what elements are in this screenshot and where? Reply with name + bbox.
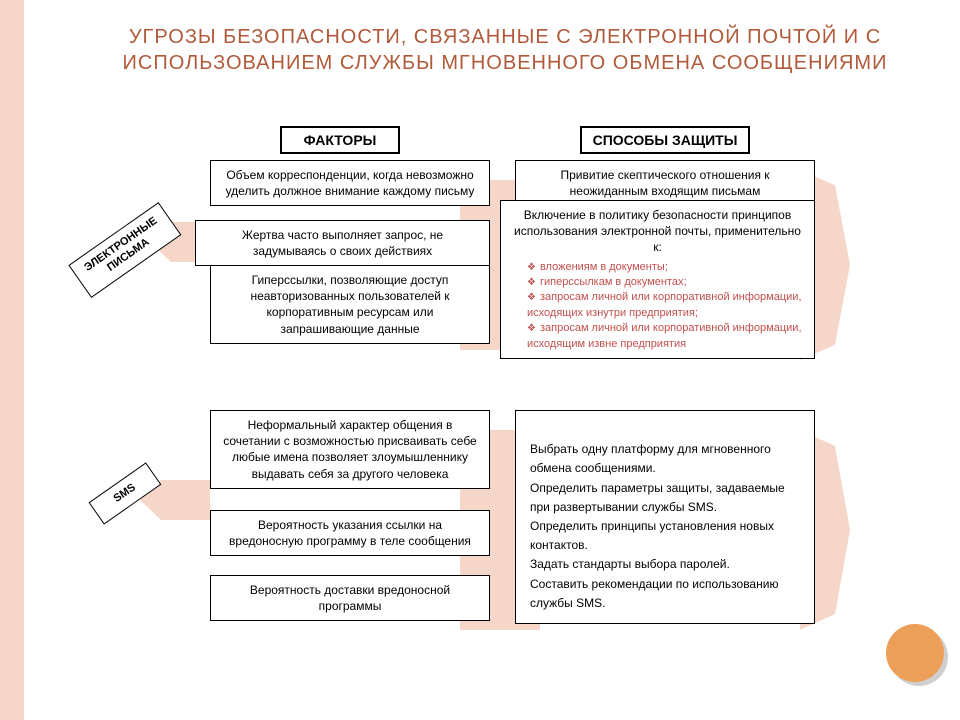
email-bullet-1: вложениям в документы; (527, 260, 804, 275)
sms-protection-text: Выбрать одну платформу для мгновенного о… (530, 442, 785, 610)
header-factors: ФАКТОРЫ (280, 126, 400, 154)
email-factor-3: Гиперссылки, позволяющие доступ неавтори… (210, 265, 490, 344)
email-bullet-2: гиперссылкам в документах; (527, 275, 804, 290)
email-bullet-3: запросам личной или корпоративной информ… (527, 290, 804, 321)
email-protection-bullets: вложениям в документы; гиперссылкам в до… (511, 260, 804, 352)
email-factor-1: Объем корреспонденции, когда невозможно … (210, 160, 490, 206)
side-label-sms-text: SMS (111, 481, 137, 505)
page-title: УГРОЗЫ БЕЗОПАСНОСТИ, СВЯЗАННЫЕ С ЭЛЕКТРО… (90, 24, 920, 76)
header-protection: СПОСОБЫ ЗАЩИТЫ (580, 126, 750, 154)
side-label-email-text: ЭЛЕКТРОННЫЕ ПИСЬМА (82, 215, 159, 274)
email-protection-policy: Включение в политику безопасности принци… (500, 200, 815, 359)
sms-protection: Выбрать одну платформу для мгновенного о… (515, 410, 815, 624)
sms-factor-3: Вероятность доставки вредоносной програм… (210, 575, 490, 621)
diagram-content: ФАКТОРЫ СПОСОБЫ ЗАЩИТЫ ЭЛЕКТРОННЫЕ ПИСЬМ… (80, 130, 920, 700)
email-factor-2: Жертва часто выполняет запрос, не задумы… (195, 220, 490, 266)
email-protection-intro: Включение в политику безопасности принци… (511, 207, 804, 256)
sms-factor-2: Вероятность указания ссылки на вредоносн… (210, 510, 490, 556)
email-bullet-4: запросам личной или корпоративной информ… (527, 321, 804, 352)
sms-factor-1: Неформальный характер общения в сочетани… (210, 410, 490, 489)
circle-decoration (886, 624, 944, 682)
accent-bar (0, 0, 24, 720)
